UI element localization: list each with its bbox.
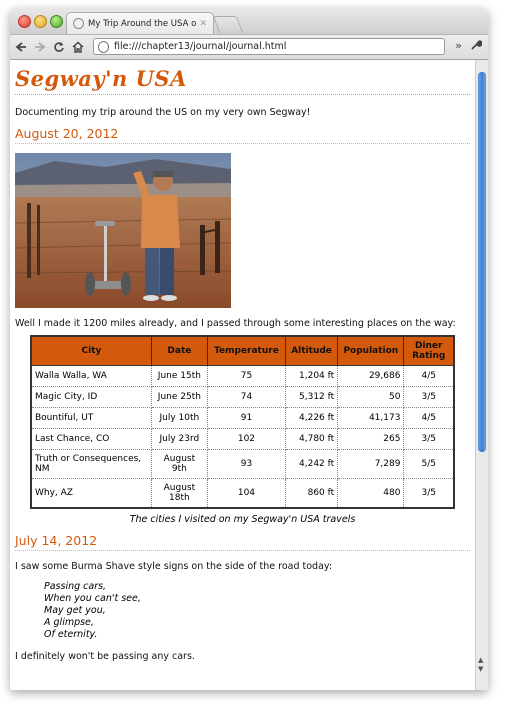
cell-rating: 5/5 <box>403 449 455 479</box>
browser-window: My Trip Around the USA on a Segway ✕ fil… <box>10 8 488 690</box>
cell-date: July 23rd <box>150 428 208 450</box>
cell-population: 265 <box>337 428 405 450</box>
new-tab-button[interactable] <box>212 16 244 33</box>
scrollbar-thumb[interactable] <box>478 72 486 452</box>
zoom-window-button[interactable] <box>50 15 63 28</box>
cell-altitude: 860 ft <box>284 478 339 509</box>
cell-temperature: 102 <box>206 428 286 450</box>
cell-rating: 3/5 <box>403 478 455 509</box>
minimize-window-button[interactable] <box>34 15 47 28</box>
entry-date-1: August 20, 2012 <box>15 126 470 144</box>
cell-altitude: 4,226 ft <box>284 407 339 429</box>
toolbar: file:///chapter13/journal/journal.html » <box>10 35 488 60</box>
cell-city: Last Chance, CO <box>30 428 152 450</box>
poem-line: Passing cars, <box>44 581 107 592</box>
header-temperature: Temperature <box>206 335 286 366</box>
site-title: Segway'n USA <box>15 66 470 95</box>
trip-table: City Date Temperature Altitude Populatio… <box>30 335 455 509</box>
cell-city: Walla Walla, WA <box>30 365 152 387</box>
cell-population: 41,173 <box>337 407 405 429</box>
entry-text-1: Well I made it 1200 miles already, and I… <box>15 318 456 329</box>
entry-text-2-after: I definitely won't be passing any cars. <box>15 651 195 662</box>
cell-temperature: 91 <box>206 407 286 429</box>
cell-population: 29,686 <box>337 365 405 387</box>
cell-altitude: 1,204 ft <box>284 365 339 387</box>
table-row: Truth or Consequences, NM August 9th 93 … <box>30 449 455 479</box>
cell-altitude: 5,312 ft <box>284 386 339 408</box>
back-arrow-icon[interactable] <box>13 39 29 55</box>
cell-population: 7,289 <box>337 449 405 479</box>
cell-population: 50 <box>337 386 405 408</box>
tab-title: My Trip Around the USA on a Segway <box>88 18 197 29</box>
cell-rating: 4/5 <box>403 407 455 429</box>
header-diner-rating: Diner Rating <box>403 335 455 366</box>
url-text: file:///chapter13/journal/journal.html <box>114 41 287 52</box>
forward-arrow-icon[interactable] <box>32 39 48 55</box>
poem-line: Of eternity. <box>44 629 98 640</box>
cell-temperature: 74 <box>206 386 286 408</box>
header-date: Date <box>150 335 208 366</box>
scroll-arrows-icon[interactable]: ▲ ▼ <box>478 656 484 673</box>
header-city: City <box>30 335 152 366</box>
table-header-row: City Date Temperature Altitude Populatio… <box>30 335 455 366</box>
wrench-menu-icon[interactable] <box>470 39 483 54</box>
poem-line: A glimpse, <box>44 617 94 628</box>
cell-date: August 18th <box>150 478 208 509</box>
table-row: Magic City, ID June 25th 74 5,312 ft 50 … <box>30 386 455 408</box>
tab-close-icon[interactable]: ✕ <box>199 18 207 29</box>
table-row: Bountiful, UT July 10th 91 4,226 ft 41,1… <box>30 407 455 429</box>
browser-tab[interactable]: My Trip Around the USA on a Segway ✕ <box>66 12 214 34</box>
intro-text: Documenting my trip around the US on my … <box>15 107 311 118</box>
poem-line: May get you, <box>44 605 106 616</box>
table-row: Walla Walla, WA June 15th 75 1,204 ft 29… <box>30 365 455 387</box>
header-altitude: Altitude <box>284 335 339 366</box>
cell-population: 480 <box>337 478 405 509</box>
segway-photo <box>15 153 231 308</box>
cell-temperature: 104 <box>206 478 286 509</box>
cell-city: Why, AZ <box>30 478 152 509</box>
burma-shave-poem: Passing cars, When you can't see, May ge… <box>44 581 470 641</box>
table-caption: The cities I visited on my Segway'n USA … <box>129 514 356 525</box>
home-icon[interactable] <box>70 39 86 55</box>
cell-temperature: 93 <box>206 449 286 479</box>
title-bar: My Trip Around the USA on a Segway ✕ <box>10 8 488 35</box>
page-viewport: Segway'n USA Documenting my trip around … <box>10 60 476 690</box>
cell-date: August 9th <box>150 449 208 479</box>
cell-rating: 3/5 <box>403 428 455 450</box>
cell-city: Magic City, ID <box>30 386 152 408</box>
page-icon <box>98 40 109 53</box>
cell-altitude: 4,780 ft <box>284 428 339 450</box>
cell-date: July 10th <box>150 407 208 429</box>
entry-text-2: I saw some Burma Shave style signs on th… <box>15 561 333 572</box>
cell-rating: 3/5 <box>403 386 455 408</box>
entry-date-2: July 14, 2012 <box>15 533 470 551</box>
address-bar[interactable]: file:///chapter13/journal/journal.html <box>93 38 445 55</box>
cell-date: June 25th <box>150 386 208 408</box>
cell-city: Truth or Consequences, NM <box>30 449 152 479</box>
reload-icon[interactable] <box>51 39 67 55</box>
cell-date: June 15th <box>150 365 208 387</box>
table-row: Why, AZ August 18th 104 860 ft 480 3/5 <box>30 478 455 509</box>
vertical-scrollbar[interactable]: ▲ ▼ <box>475 60 488 690</box>
table-row: Last Chance, CO July 23rd 102 4,780 ft 2… <box>30 428 455 450</box>
cell-altitude: 4,242 ft <box>284 449 339 479</box>
page-favicon-icon <box>73 18 84 29</box>
cell-rating: 4/5 <box>403 365 455 387</box>
header-population: Population <box>337 335 405 366</box>
cell-city: Bountiful, UT <box>30 407 152 429</box>
close-window-button[interactable] <box>18 15 31 28</box>
cell-temperature: 75 <box>206 365 286 387</box>
extensions-chevron-icon[interactable]: » <box>455 39 462 52</box>
poem-line: When you can't see, <box>44 593 141 604</box>
